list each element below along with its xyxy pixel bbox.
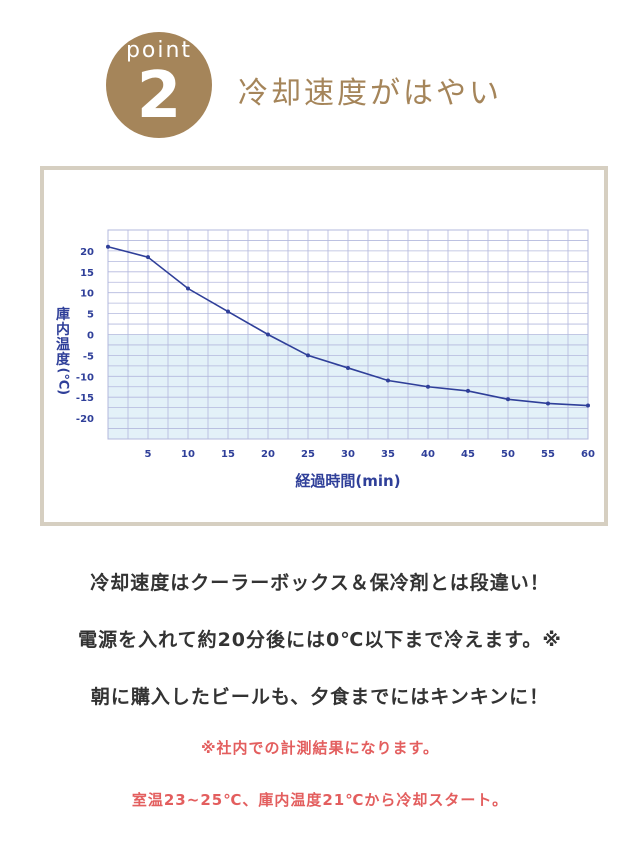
plot-border — [107, 229, 589, 440]
data-point — [506, 397, 510, 402]
y-axis-label-unit: (℃) — [55, 367, 71, 396]
data-point — [586, 403, 590, 408]
y-tick-label: 0 — [87, 331, 94, 342]
x-tick-label: 5 — [145, 449, 152, 460]
data-point — [466, 388, 470, 393]
y-axis-label: 庫内温度 (℃) — [52, 307, 74, 396]
data-point — [186, 286, 190, 291]
data-point — [306, 353, 310, 358]
x-tick-label: 50 — [501, 449, 515, 460]
temperature-chart: 5 10 15 20 25 30 35 40 45 50 55 6020151050-5-10-15-… — [76, 229, 595, 490]
data-point — [266, 332, 270, 337]
point-badge: point 2 — [106, 32, 212, 138]
x-tick-label: 20 — [261, 449, 275, 460]
data-point — [426, 384, 430, 389]
x-tick-label: 15 — [221, 449, 235, 460]
chart-frame: 5 10 15 20 25 30 35 40 45 50 55 60 20 15 10 5 0 -5 -10 -15-… — [40, 166, 608, 526]
x-tick-label: 60 — [581, 449, 595, 460]
badge-number: 2 — [136, 59, 182, 133]
y-tick-label: 5 — [87, 310, 94, 321]
x-tick-label: 35 — [381, 449, 395, 460]
description-line-1: 冷却速度はクーラーボックス＆保冷剤とは段違い！ — [90, 572, 550, 594]
y-tick-label: -10 — [76, 372, 94, 383]
data-point — [546, 401, 550, 406]
point-header: point 2 冷却速度がはやい — [0, 0, 640, 160]
y-tick-label: -5 — [83, 351, 94, 362]
data-point — [146, 255, 150, 260]
badge-word: point — [125, 38, 193, 63]
y-tick-label: -20 — [76, 414, 94, 425]
data-point — [106, 244, 110, 249]
footnote-line-2: 室温23~25℃、庫内温度21℃から冷却スタート。 — [131, 791, 509, 809]
data-point — [386, 378, 390, 383]
x-axis-label: 経過時間(min) — [295, 472, 400, 490]
description-line-2: 電源を入れて約20分後には0℃以下まで冷えます。※ — [78, 629, 562, 651]
y-tick-label: 15 — [80, 268, 94, 279]
data-point — [226, 309, 230, 314]
data-point — [346, 365, 350, 370]
section-heading: 冷却速度がはやい — [238, 76, 502, 111]
x-tick-label: 30 — [341, 449, 355, 460]
x-tick-label: 55 — [541, 449, 555, 460]
x-tick-label: 45 — [461, 449, 475, 460]
x-tick-label: 10 — [181, 449, 195, 460]
y-tick-label: 20 — [80, 247, 94, 258]
y-tick-label: 10 — [80, 289, 94, 300]
x-tick-label: 25 — [301, 449, 315, 460]
footnote-line-1: ※社内での計測結果になります。 — [200, 739, 440, 757]
description-line-3: 朝に購入したビールも、夕食までにはキンキンに！ — [90, 686, 550, 708]
y-tick-label: -15 — [76, 393, 94, 404]
y-axis-label-main: 庫内温度 — [56, 307, 70, 368]
x-tick-label: 40 — [421, 449, 435, 460]
